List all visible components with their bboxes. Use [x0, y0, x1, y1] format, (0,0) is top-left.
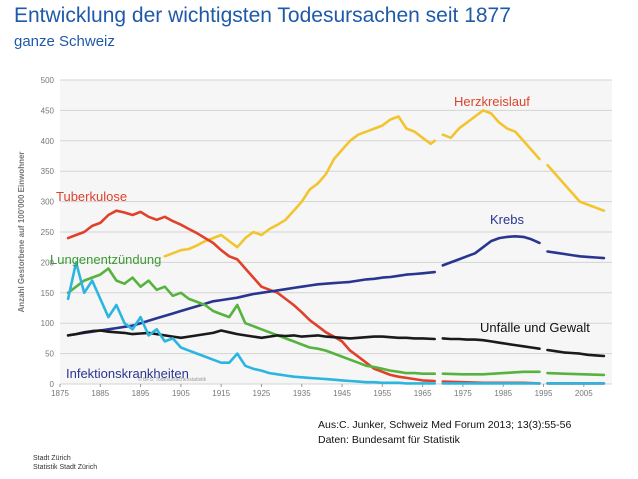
y-tick-label: 400: [41, 137, 55, 146]
x-tick-label: 1915: [212, 389, 230, 398]
x-tick-label: 1945: [333, 389, 351, 398]
x-tick-label: 1875: [51, 389, 69, 398]
series-label-4: Unfälle und Gewalt: [480, 320, 590, 335]
x-tick-label: 1985: [494, 389, 512, 398]
chart-area: 0 50 100 150 200 250 300 350 400 450 500 1875 1885 18…: [14, 76, 626, 402]
series-label-0: Herzkreislauf: [454, 94, 530, 109]
x-tick-label: 1925: [253, 389, 271, 398]
series-line-2: [546, 250, 606, 260]
series-line-0: [163, 115, 436, 258]
chart-subtitle: ganze Schweiz: [14, 33, 115, 50]
x-tick-label: 1905: [172, 389, 190, 398]
y-tick-label: 200: [41, 258, 55, 267]
footer-line-2: Statistik Stadt Zürich: [33, 464, 98, 471]
series-line-3: [441, 370, 541, 376]
x-tick-label: 1955: [373, 389, 391, 398]
series-label-3: Lungenentzündung: [50, 252, 161, 267]
line-chart: 0 50 100 150 200 250 300 350 400 450 500 1875 1885 18…: [17, 76, 612, 398]
footer: Stadt Zürich Statistik Stadt Zürich: [33, 454, 97, 472]
y-axis-label: Anzahl Gestorbene auf 100'000 Einwohner: [17, 151, 26, 312]
y-tick-label: 100: [41, 319, 55, 328]
x-tick-label: 1885: [91, 389, 109, 398]
watermark: © BFS: Todesursachenstatistik: [138, 376, 207, 383]
series-line-0: [546, 163, 606, 212]
y-tick-label: 350: [41, 167, 55, 176]
axes: 0 50 100 150 200 250 300 350 400 450 500 1875 1885 18…: [17, 76, 593, 398]
series-label-2: Krebs: [490, 212, 524, 227]
x-tick-label: 1935: [293, 389, 311, 398]
series-line-2: [441, 235, 541, 267]
source-data: Daten: Bundesamt für Statistik: [318, 434, 460, 446]
y-tick-label: 450: [41, 106, 55, 115]
source-citation: Aus:C. Junker, Schweiz Med Forum 2013; 1…: [318, 419, 572, 431]
series-label-1: Tuberkulose: [56, 189, 127, 204]
series-line-4: [546, 348, 606, 358]
y-tick-label: 300: [41, 198, 55, 207]
y-tick-label: 500: [41, 76, 55, 85]
chart-title: Entwicklung der wichtigsten Todesursache…: [14, 4, 511, 27]
series-line-0: [441, 109, 541, 161]
y-tick-label: 250: [41, 228, 55, 237]
series-label-5: Infektionskrankheiten: [66, 366, 189, 381]
y-tick-label: 50: [45, 350, 54, 359]
y-tick-label: 150: [41, 289, 55, 298]
series-line-4: [441, 337, 541, 350]
source-note: Aus:C. Junker, Schweiz Med Forum 2013; 1…: [318, 418, 571, 448]
series-line-5: [66, 261, 436, 385]
footer-line-1: Stadt Zürich: [33, 455, 71, 462]
series-line-3: [546, 371, 606, 377]
x-tick-label: 1975: [454, 389, 472, 398]
series-line-4: [66, 329, 436, 341]
x-tick-label: 2005: [575, 389, 593, 398]
x-tick-label: 1995: [535, 389, 553, 398]
series-lines: [66, 109, 606, 385]
x-tick-label: 1965: [414, 389, 432, 398]
series-labels: Herzkreislauf Tuberkulose Krebs Lungenentzü…: [50, 94, 590, 381]
series-line-3: [66, 267, 436, 375]
x-tick-label: 1895: [132, 389, 150, 398]
y-tick-label: 0: [50, 380, 55, 389]
